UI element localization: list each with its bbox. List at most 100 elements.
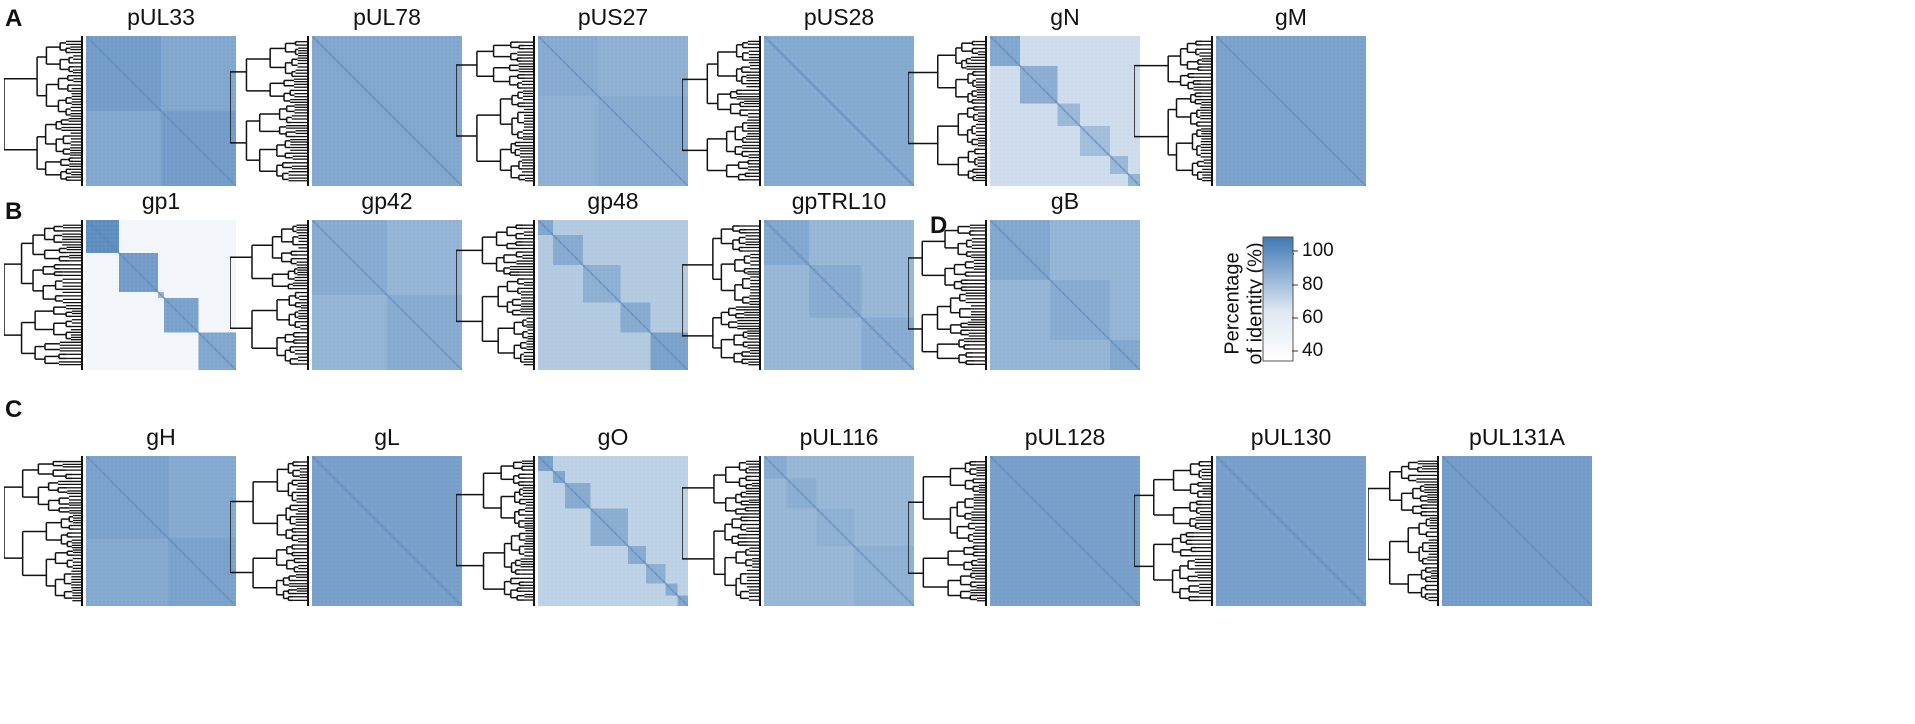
gh-dendrogram xyxy=(4,456,83,606)
pus28-dendrogram-branches xyxy=(682,40,760,181)
gn-dendrogram-branches xyxy=(908,40,986,182)
gb-cell-grid xyxy=(990,220,1140,370)
pus28-title: pUS28 xyxy=(803,4,875,30)
pul33-cell-grid xyxy=(86,36,236,186)
gh-dendrogram-branches xyxy=(4,460,82,602)
gptrl10-title: gpTRL10 xyxy=(791,188,887,214)
pul128-dendrogram xyxy=(908,456,987,606)
gp42-heatmap xyxy=(312,220,462,370)
pul131a-cell-grid xyxy=(1442,456,1592,606)
pul130-cell-grid xyxy=(1216,456,1366,606)
gptrl10-cell-grid xyxy=(764,220,914,370)
gb-heatmap xyxy=(990,220,1140,370)
gp1-dendrogram-branches xyxy=(4,224,82,366)
gl-dendrogram xyxy=(230,456,309,606)
gl-diagonal xyxy=(312,456,462,606)
legend-tick-marks xyxy=(1292,250,1298,352)
gb-title: gB xyxy=(1050,188,1080,214)
gl-cell-grid xyxy=(312,456,462,606)
gptrl10-dendrogram-branches xyxy=(682,225,760,366)
pus27-cell-grid xyxy=(538,36,688,186)
go-dendrogram xyxy=(456,456,535,606)
pul116-heatmap xyxy=(764,456,914,606)
gp48-title: gp48 xyxy=(587,188,639,214)
gn-dendrogram xyxy=(908,36,987,186)
gp1-dendrogram xyxy=(4,220,83,370)
gp48-cell-grid xyxy=(538,220,688,370)
gp1-title: gp1 xyxy=(141,188,181,214)
pul116-dendrogram-branches xyxy=(682,460,760,601)
pul33-dendrogram-branches xyxy=(4,40,82,181)
gh-cell-grid xyxy=(86,456,236,606)
pul33-title: pUL33 xyxy=(127,4,195,30)
pus27-dendrogram-branches xyxy=(456,41,534,182)
gm-heatmap xyxy=(1216,36,1366,186)
gb-diagonal xyxy=(990,220,1140,370)
gn-diagonal xyxy=(990,36,1140,186)
gp1-cell-grid xyxy=(86,220,236,370)
gp1-heatmap xyxy=(86,220,236,370)
gn-heatmap xyxy=(990,36,1140,186)
legend-tick-100: 100 xyxy=(1302,240,1334,261)
legend-colorbar xyxy=(1262,236,1294,362)
gp42-title: gp42 xyxy=(361,188,413,214)
pul78-dendrogram xyxy=(230,36,309,186)
pul130-title: pUL130 xyxy=(1250,424,1332,450)
pus28-diagonal xyxy=(764,36,914,186)
pul128-heatmap xyxy=(990,456,1140,606)
gp48-dendrogram xyxy=(456,220,535,370)
gn-title: gN xyxy=(1050,4,1080,30)
go-cell-grid xyxy=(538,456,688,606)
legend-tick-80: 80 xyxy=(1302,274,1324,295)
pul33-dendrogram xyxy=(4,36,83,186)
gp1-diagonal xyxy=(86,220,236,370)
gp48-diagonal xyxy=(538,220,688,370)
pul78-dendrogram-branches xyxy=(230,40,308,182)
pul130-dendrogram-branches xyxy=(1134,460,1212,602)
pul33-diagonal xyxy=(86,36,236,186)
gm-dendrogram xyxy=(1134,36,1213,186)
gptrl10-heatmap xyxy=(764,220,914,370)
legend-title-line1: Percentage xyxy=(1221,252,1244,355)
legend-tick-60: 60 xyxy=(1302,307,1324,328)
pul128-title: pUL128 xyxy=(1024,424,1106,450)
go-title: gO xyxy=(597,424,629,450)
gp42-dendrogram xyxy=(230,220,309,370)
gptrl10-diagonal xyxy=(764,220,914,370)
gm-diagonal xyxy=(1216,36,1366,186)
pul116-cell-grid xyxy=(764,456,914,606)
gp48-dendrogram-branches xyxy=(456,224,534,366)
pul128-cell-grid xyxy=(990,456,1140,606)
panel-letter-d: D xyxy=(930,212,948,239)
panel-letter-b: B xyxy=(5,198,23,225)
pul116-diagonal xyxy=(764,456,914,606)
pus27-diagonal xyxy=(538,36,688,186)
pul131a-title: pUL131A xyxy=(1469,424,1565,450)
gp42-diagonal xyxy=(312,220,462,370)
pul130-diagonal xyxy=(1216,456,1366,606)
pul131a-heatmap xyxy=(1442,456,1592,606)
pus28-heatmap xyxy=(764,36,914,186)
gl-heatmap xyxy=(312,456,462,606)
pus28-cell-grid xyxy=(764,36,914,186)
gb-dendrogram xyxy=(908,220,987,370)
gh-diagonal xyxy=(86,456,236,606)
gp48-heatmap xyxy=(538,220,688,370)
gh-title: gH xyxy=(146,424,176,450)
gm-title: gM xyxy=(1275,4,1307,30)
pul128-dendrogram-branches xyxy=(908,461,986,602)
pul131a-diagonal xyxy=(1442,456,1592,606)
gl-title: gL xyxy=(374,424,400,450)
go-heatmap xyxy=(538,456,688,606)
pul116-dendrogram xyxy=(682,456,761,606)
go-diagonal xyxy=(538,456,688,606)
pus28-dendrogram xyxy=(682,36,761,186)
pus27-title: pUS27 xyxy=(577,4,649,30)
gm-dendrogram-branches xyxy=(1134,40,1212,182)
gm-cell-grid xyxy=(1216,36,1366,186)
pul116-title: pUL116 xyxy=(799,424,879,450)
gh-heatmap xyxy=(86,456,236,606)
go-dendrogram-branches xyxy=(456,460,534,601)
pul33-heatmap xyxy=(86,36,236,186)
